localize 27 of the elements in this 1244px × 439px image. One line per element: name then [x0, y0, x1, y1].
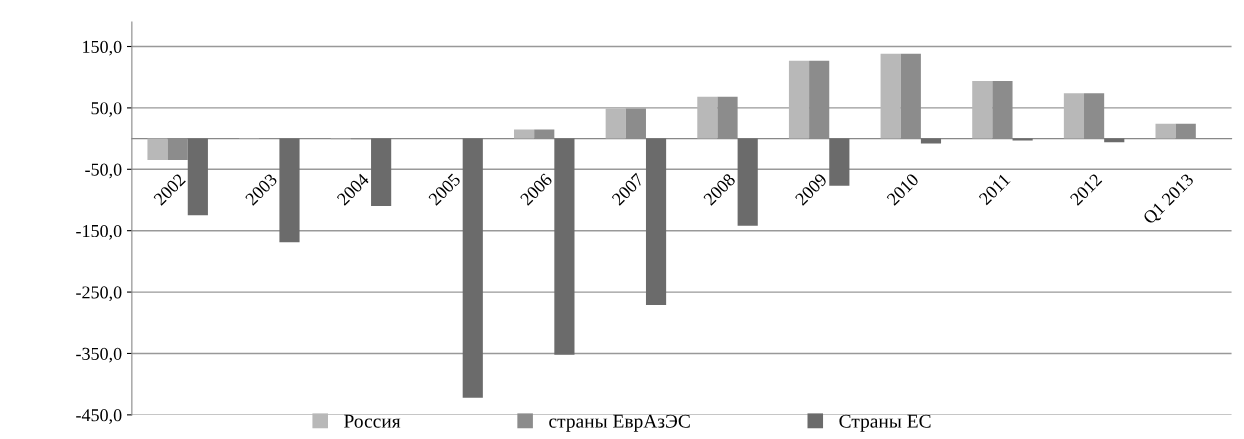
bar: [279, 138, 300, 243]
bar: [737, 138, 758, 226]
bar: [829, 138, 850, 186]
y-tick-label: -350,0: [76, 347, 122, 363]
bar: [1155, 123, 1176, 139]
bar: [554, 138, 575, 355]
y-tick-label: 50,0: [91, 102, 122, 117]
bar: [697, 96, 718, 139]
bar: [972, 80, 993, 139]
bar: [645, 138, 667, 305]
bar: [788, 60, 810, 139]
y-tick-label: 150,0: [83, 40, 122, 56]
bar: [1063, 93, 1085, 139]
legend-label: Страны ЕС: [839, 414, 931, 432]
bar: [147, 138, 168, 161]
y-tick-label: -50,0: [85, 163, 122, 179]
y-tick-label: -450,0: [76, 409, 122, 424]
y-tick-label: -150,0: [76, 224, 122, 240]
bar: [920, 138, 942, 144]
bar: [462, 138, 483, 398]
bar: [605, 108, 626, 139]
bar: [514, 129, 535, 139]
legend-label: страны ЕврАзЭС: [549, 414, 690, 432]
y-tick-label: -250,0: [76, 286, 122, 302]
legend-label: Россия: [344, 414, 401, 428]
bar: [880, 53, 901, 139]
x-tick-label: 2011: [978, 173, 1011, 206]
